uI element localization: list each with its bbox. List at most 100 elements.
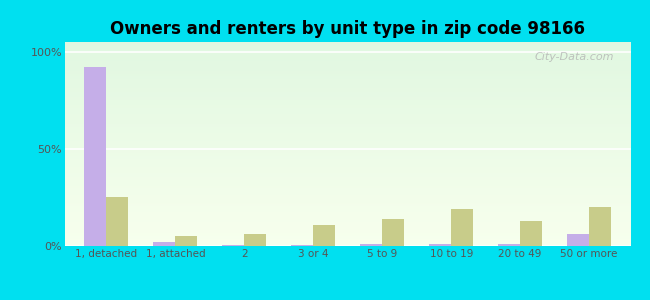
Bar xyxy=(65,195,630,196)
Bar xyxy=(65,107,630,108)
Bar xyxy=(65,149,630,150)
Bar xyxy=(65,226,630,228)
Bar xyxy=(65,110,630,111)
Bar xyxy=(65,202,630,203)
Bar xyxy=(65,74,630,75)
Bar xyxy=(65,122,630,123)
Bar xyxy=(65,193,630,194)
Bar xyxy=(65,61,630,62)
Bar xyxy=(65,67,630,68)
Bar xyxy=(65,104,630,105)
Bar xyxy=(222,245,244,246)
Bar xyxy=(153,242,176,246)
Bar xyxy=(65,118,630,119)
Bar xyxy=(65,233,630,234)
Bar xyxy=(65,60,630,62)
Bar xyxy=(65,197,630,198)
Bar xyxy=(65,52,630,53)
Bar xyxy=(65,134,630,135)
Bar xyxy=(451,209,473,246)
Bar xyxy=(65,131,630,132)
Bar xyxy=(65,245,630,246)
Bar xyxy=(65,96,630,97)
Bar xyxy=(65,116,630,118)
Bar xyxy=(65,178,630,179)
Bar xyxy=(65,85,630,86)
Bar xyxy=(65,169,630,170)
Bar xyxy=(65,146,630,147)
Bar xyxy=(65,180,630,181)
Bar xyxy=(65,216,630,217)
Bar xyxy=(65,129,630,130)
Bar xyxy=(65,100,630,101)
Bar xyxy=(65,72,630,73)
Bar xyxy=(65,105,630,106)
Bar xyxy=(65,201,630,202)
Bar xyxy=(65,240,630,241)
Bar xyxy=(65,232,630,233)
Bar xyxy=(65,136,630,137)
Bar xyxy=(65,97,630,98)
Bar xyxy=(65,188,630,189)
Bar xyxy=(65,183,630,184)
Bar xyxy=(65,87,630,88)
Bar xyxy=(65,47,630,48)
Bar xyxy=(65,102,630,103)
Bar xyxy=(65,88,630,89)
Bar xyxy=(65,210,630,211)
Bar xyxy=(65,186,630,187)
Bar xyxy=(65,73,630,74)
Bar xyxy=(65,165,630,166)
Bar xyxy=(360,244,382,246)
Bar xyxy=(498,244,520,246)
Bar xyxy=(65,94,630,95)
Bar xyxy=(65,209,630,210)
Bar xyxy=(65,159,630,160)
Bar xyxy=(65,191,630,192)
Bar xyxy=(65,225,630,226)
Bar xyxy=(65,103,630,104)
Bar xyxy=(65,204,630,205)
Bar xyxy=(65,228,630,229)
Bar xyxy=(65,160,630,161)
Bar xyxy=(65,145,630,146)
Bar xyxy=(65,53,630,54)
Bar xyxy=(65,54,630,55)
Bar xyxy=(65,106,630,107)
Bar xyxy=(65,229,630,230)
Bar xyxy=(65,205,630,206)
Bar xyxy=(65,112,630,113)
Bar xyxy=(65,148,630,149)
Bar xyxy=(65,75,630,76)
Bar xyxy=(65,65,630,67)
Bar xyxy=(65,82,630,83)
Bar xyxy=(65,218,630,220)
Bar xyxy=(65,80,630,81)
Bar xyxy=(65,56,630,57)
Bar xyxy=(65,84,630,85)
Bar xyxy=(65,43,630,44)
Bar xyxy=(65,238,630,239)
Bar xyxy=(65,161,630,162)
Bar xyxy=(65,108,630,109)
Bar xyxy=(65,244,630,245)
Title: Owners and renters by unit type in zip code 98166: Owners and renters by unit type in zip c… xyxy=(111,20,585,38)
Bar xyxy=(65,141,630,142)
Bar xyxy=(65,121,630,122)
Bar xyxy=(65,185,630,186)
Bar xyxy=(65,57,630,58)
Bar xyxy=(65,76,630,77)
Bar xyxy=(65,152,630,153)
Bar xyxy=(65,130,630,131)
Text: City-Data.com: City-Data.com xyxy=(534,52,614,62)
Bar xyxy=(65,208,630,209)
Bar xyxy=(567,234,589,246)
Bar xyxy=(65,114,630,116)
Bar xyxy=(65,93,630,94)
Bar xyxy=(65,200,630,201)
Bar xyxy=(65,49,630,50)
Bar xyxy=(65,223,630,224)
Bar xyxy=(65,242,630,243)
Bar xyxy=(65,215,630,216)
Bar xyxy=(65,48,630,49)
